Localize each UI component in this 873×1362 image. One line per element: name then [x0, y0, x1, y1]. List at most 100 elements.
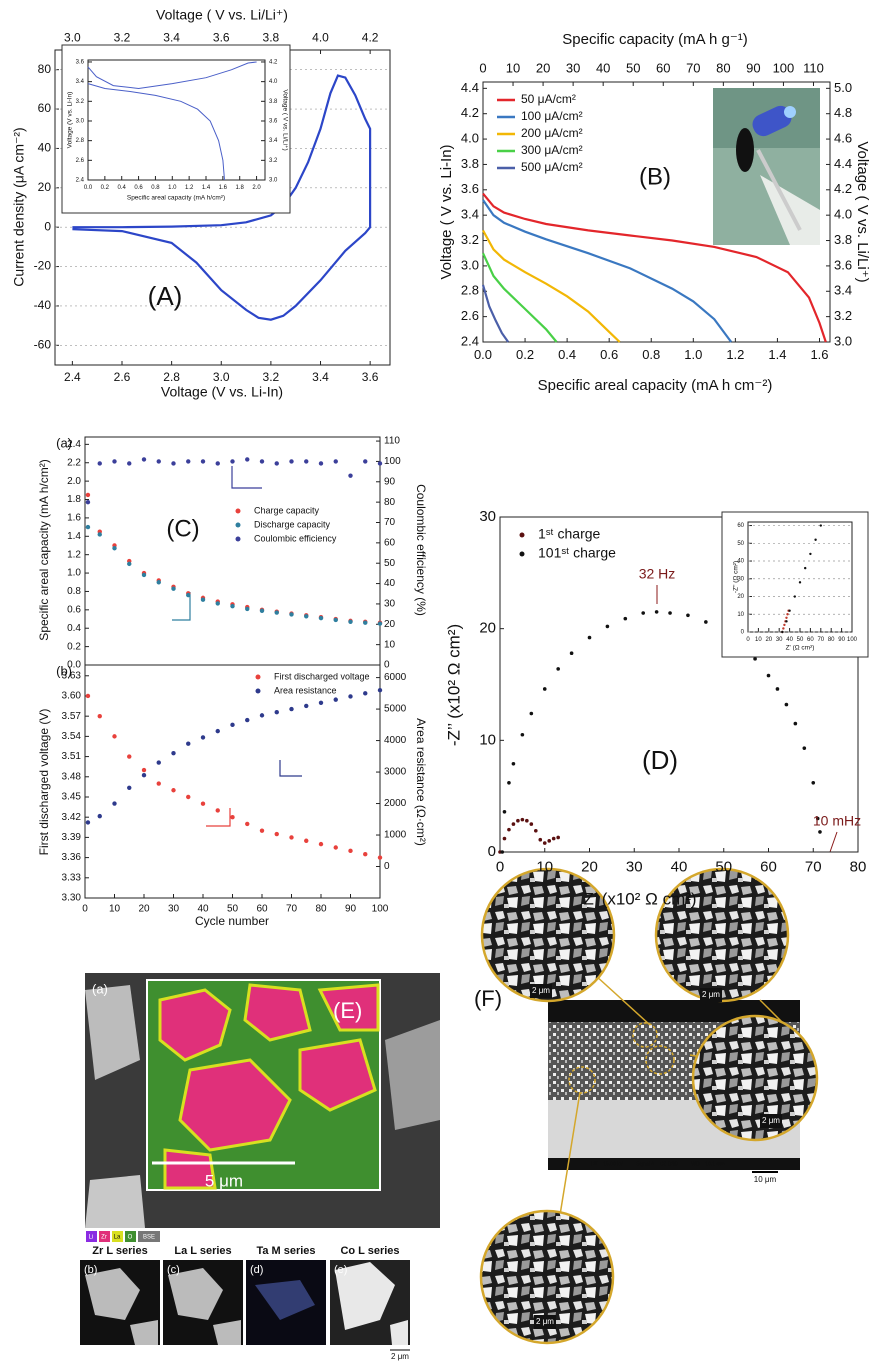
x-tick-label: 60 [807, 637, 814, 643]
legend-marker [255, 674, 261, 680]
legend-label: La [114, 1235, 121, 1241]
scale-bar-label: 2 μm [762, 1116, 780, 1125]
point [786, 613, 789, 616]
point [215, 808, 220, 813]
point [289, 706, 294, 712]
point [333, 459, 338, 464]
point [112, 546, 117, 551]
y-axis-label: Voltage ( V vs. Li-In) [438, 144, 455, 279]
point [112, 801, 117, 806]
point [141, 457, 147, 462]
point [171, 461, 176, 466]
y-tick-label: 3.2 [76, 99, 85, 105]
x2-tick-label: 90 [746, 61, 760, 76]
x-tick-label: 20 [581, 858, 598, 875]
y-tick-label: 30 [479, 508, 496, 525]
y2-tick-label: 5000 [384, 704, 407, 715]
instrument-info: Signal A = CZ BSD [636, 1161, 678, 1167]
y2-tick-label: 3000 [384, 767, 407, 778]
point [186, 794, 191, 800]
y-tick-label: 1.2 [67, 549, 81, 560]
point [186, 592, 191, 598]
panel-label: (D) [642, 745, 678, 775]
x2-axis-label: Specific capacity (mA h g⁻¹) [562, 31, 747, 48]
point [793, 721, 798, 726]
inset-background [721, 511, 869, 658]
x-tick-label: 30 [168, 904, 180, 915]
point [274, 831, 279, 837]
point [274, 461, 279, 466]
y2-axis-label: Area resistance (Ω·cm²) [414, 718, 428, 846]
point [141, 773, 147, 778]
point [500, 850, 505, 854]
y2-tick-label: 5.0 [834, 80, 852, 95]
x-tick-label: 0.8 [151, 185, 160, 191]
y-tick-label: 2.8 [461, 283, 479, 298]
y2-axis-label: Voltage ( V vs. Li/Li⁺) [281, 89, 288, 150]
point [814, 538, 817, 541]
point [802, 746, 807, 750]
point [783, 623, 786, 627]
y-tick-label: 2.8 [76, 138, 85, 144]
y-tick-label: 3.63 [62, 670, 82, 681]
legend-marker [519, 532, 525, 538]
point [97, 532, 102, 537]
point [304, 838, 309, 843]
point [704, 620, 708, 624]
point [318, 700, 324, 705]
x-tick-label: 0.0 [84, 185, 93, 191]
line [482, 199, 733, 343]
y-tick-label: 3.6 [461, 181, 479, 196]
x2-axis-label: Voltage ( V vs. Li/Li⁺) [156, 7, 288, 23]
legend-label: Charge capacity [254, 505, 320, 515]
legend-marker [255, 688, 261, 694]
point [127, 785, 132, 790]
point [141, 767, 147, 773]
x-tick-label: 1.2 [726, 347, 744, 362]
scale-bar-label: 2 μm [702, 990, 720, 999]
point [230, 814, 235, 820]
point [529, 822, 534, 826]
point [289, 835, 294, 840]
legend-marker [235, 522, 241, 528]
point [815, 816, 820, 821]
y-tick-label: 3.2 [461, 232, 479, 247]
point [127, 561, 132, 567]
point [200, 801, 206, 806]
x2-tick-label: 3.0 [64, 30, 81, 44]
point [798, 581, 802, 584]
x2-tick-label: 4.0 [312, 30, 329, 44]
x-tick-label: 0.2 [101, 185, 110, 191]
point [788, 609, 791, 612]
x-tick-label: 10 [536, 858, 553, 875]
point [318, 615, 324, 621]
chart: 0.0 0.2 0.4 0.6 0.8 1.0 1.2 1.4 1.6 1.8 2.0 2.2 2.4 0… [37, 435, 428, 670]
y-tick-label: 80 [38, 62, 52, 76]
legend-label: Coulombic efficiency [254, 533, 337, 543]
legend-label: Area resistance [274, 685, 337, 695]
point [215, 461, 220, 466]
legend-label: O [128, 1235, 133, 1241]
point [112, 459, 117, 464]
y-tick-label: 3.45 [62, 792, 82, 803]
y-tick-label: 2.6 [461, 308, 479, 323]
legend-label: 100 μA/cm² [521, 109, 583, 123]
point [171, 750, 176, 756]
instrument-info: HT = 15.00 kV [591, 1161, 624, 1167]
point [304, 614, 309, 619]
point [363, 691, 368, 696]
y2-tick-label: 100 [384, 456, 401, 467]
x-tick-label: 0.8 [642, 347, 660, 362]
y2-tick-label: 3.0 [834, 333, 852, 348]
x-tick-label: 10 [755, 637, 762, 643]
point [623, 616, 628, 621]
x-tick-label: 1.4 [768, 347, 786, 362]
x-tick-label: 100 [847, 637, 858, 643]
y-tick-label: 2.6 [76, 158, 85, 164]
point [534, 828, 538, 833]
x-tick-label: 10 [109, 904, 121, 915]
x-tick-label: 90 [838, 637, 845, 643]
point [363, 852, 368, 857]
